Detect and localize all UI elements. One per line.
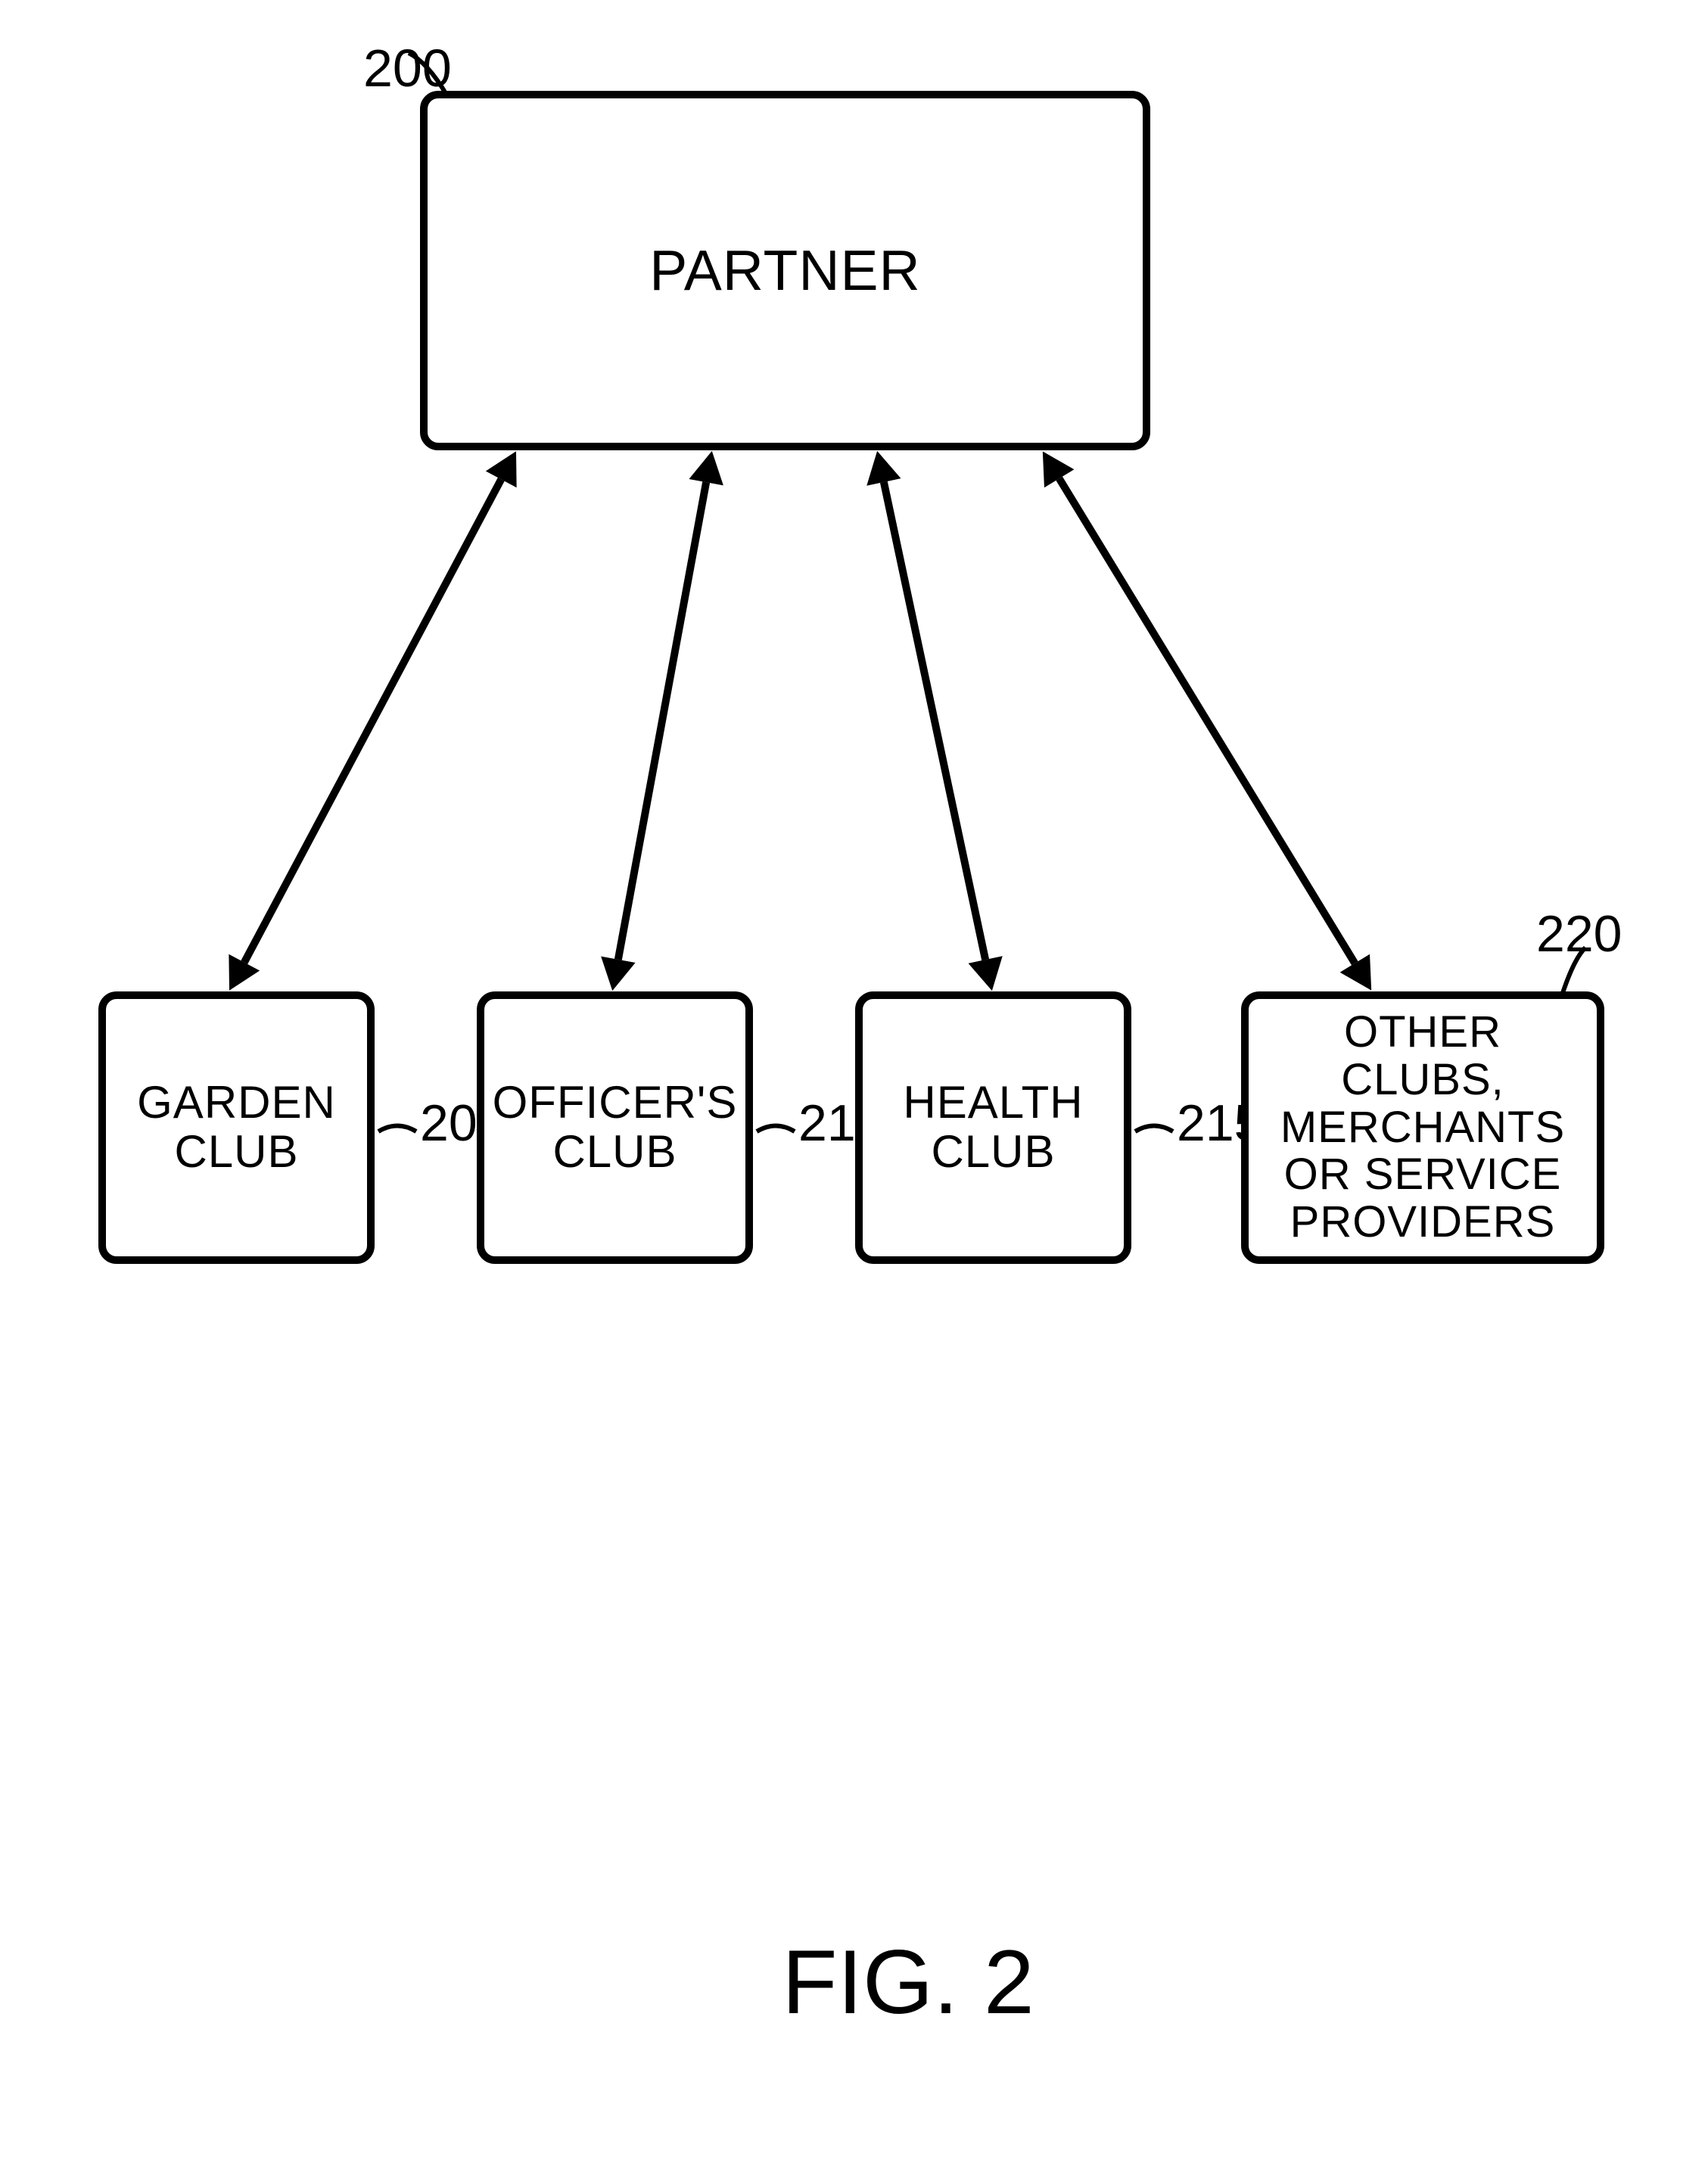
partner-box: PARTNER xyxy=(420,91,1150,450)
arrow-215 xyxy=(866,451,1002,991)
arrow-210 xyxy=(601,451,723,991)
child-220-box: OTHER CLUBS, MERCHANTS OR SERVICE PROVID… xyxy=(1241,991,1604,1264)
child-215-leader-line xyxy=(1135,1126,1173,1132)
partner-ref-label: 200 xyxy=(363,38,452,98)
child-220-ref-label: 220 xyxy=(1536,904,1622,963)
child-205-leader-line xyxy=(378,1126,416,1132)
child-215-box: HEALTH CLUB xyxy=(855,991,1131,1264)
figure-canvas: FIG. 2 PARTNER200GARDEN CLUB205OFFICER'S… xyxy=(0,0,1708,2163)
arrow-205 xyxy=(229,451,516,990)
figure-caption: FIG. 2 xyxy=(782,1930,1034,2034)
arrow-220 xyxy=(1043,451,1371,990)
child-210-box: OFFICER'S CLUB xyxy=(477,991,753,1264)
child-210-leader-line xyxy=(757,1126,795,1132)
child-205-box: GARDEN CLUB xyxy=(98,991,375,1264)
